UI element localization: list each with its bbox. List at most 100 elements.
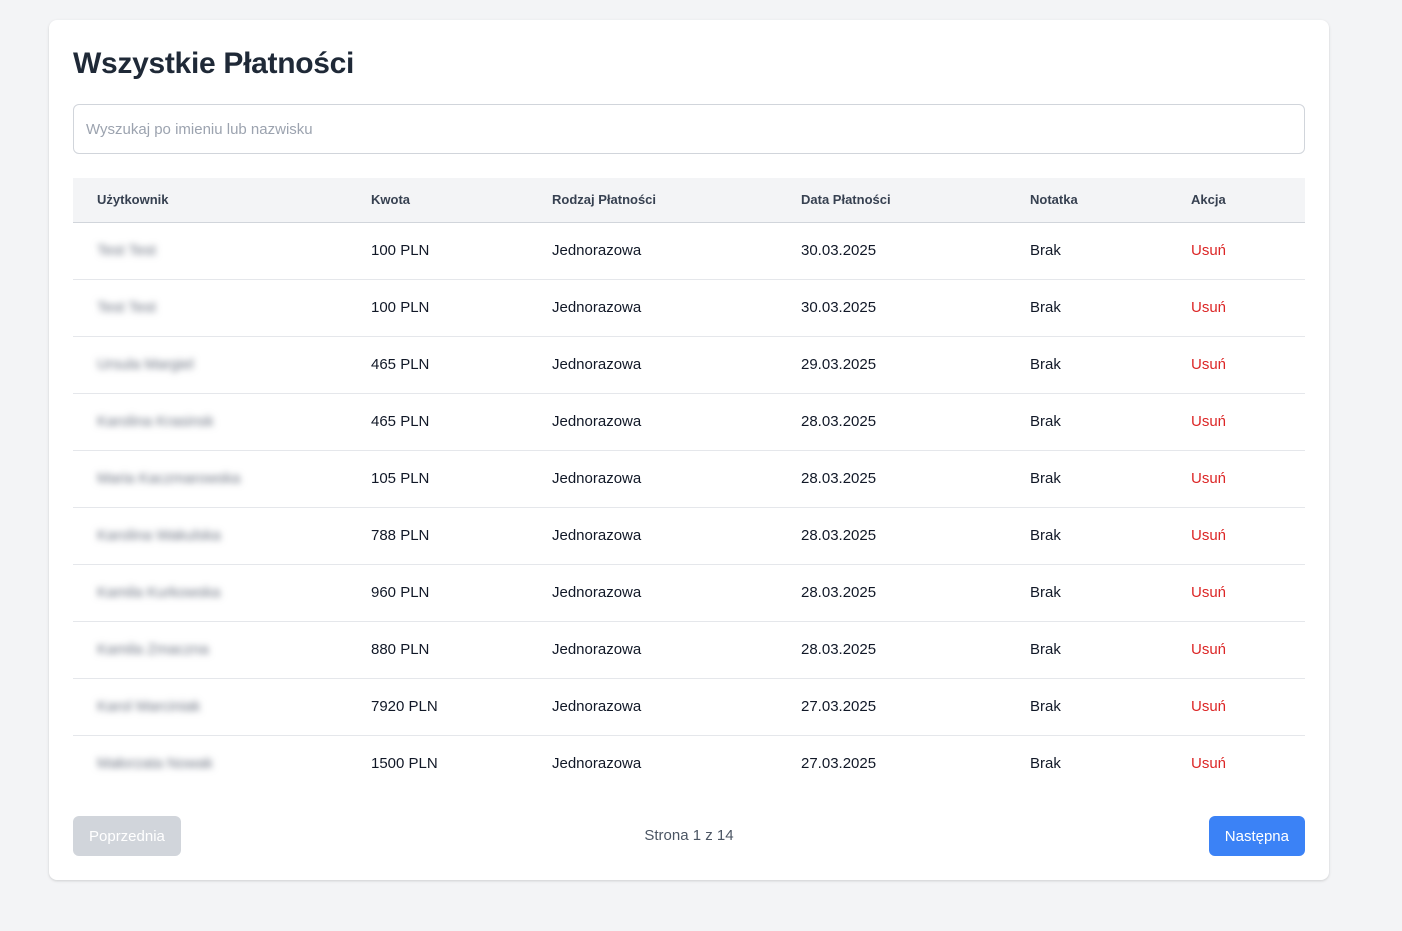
payment-type-cell: Jednorazowa bbox=[528, 563, 777, 621]
table-row: Karolina Krasinsk 465 PLN Jednorazowa 28… bbox=[73, 392, 1305, 450]
amount-cell: 1500 PLN bbox=[347, 734, 528, 792]
user-name-cell: Ursula Margiel bbox=[73, 335, 347, 393]
user-name-cell: Kamila Kurkowska bbox=[73, 563, 347, 621]
table-row: Karolina Wakulska 788 PLN Jednorazowa 28… bbox=[73, 506, 1305, 564]
payment-type-cell: Jednorazowa bbox=[528, 278, 777, 336]
table-header: Użytkownik Kwota Rodzaj Płatności Data P… bbox=[73, 178, 1305, 223]
table-row: Karol Marciniak 7920 PLN Jednorazowa 27.… bbox=[73, 677, 1305, 735]
user-name-cell: Karolina Krasinsk bbox=[73, 392, 347, 450]
note-cell: Brak bbox=[1006, 449, 1167, 507]
action-cell: Usuń bbox=[1167, 278, 1305, 336]
payment-type-cell: Jednorazowa bbox=[528, 677, 777, 735]
user-name-blurred: Test Test bbox=[97, 299, 156, 316]
payment-type-cell: Jednorazowa bbox=[528, 335, 777, 393]
action-cell: Usuń bbox=[1167, 449, 1305, 507]
user-name-blurred: Test Test bbox=[97, 242, 156, 259]
search-input[interactable] bbox=[73, 104, 1305, 154]
amount-cell: 465 PLN bbox=[347, 392, 528, 450]
delete-button[interactable]: Usuń bbox=[1191, 470, 1227, 487]
user-name-cell: Karol Marciniak bbox=[73, 677, 347, 735]
payment-date-cell: 29.03.2025 bbox=[777, 335, 1006, 393]
user-name-blurred: Karolina Krasinsk bbox=[97, 413, 214, 430]
user-name-blurred: Maria Kaczmarowska bbox=[97, 470, 241, 487]
note-cell: Brak bbox=[1006, 563, 1167, 621]
user-name-cell: Karolina Wakulska bbox=[73, 506, 347, 564]
payments-card: Wszystkie Płatności Użytkownik Kwota Rod… bbox=[49, 20, 1329, 880]
page-title: Wszystkie Płatności bbox=[73, 47, 355, 80]
note-cell: Brak bbox=[1006, 335, 1167, 393]
payments-table: Użytkownik Kwota Rodzaj Płatności Data P… bbox=[73, 178, 1305, 792]
payment-type-cell: Jednorazowa bbox=[528, 449, 777, 507]
payment-date-cell: 28.03.2025 bbox=[777, 506, 1006, 564]
payment-date-cell: 30.03.2025 bbox=[777, 278, 1006, 336]
payment-date-cell: 28.03.2025 bbox=[777, 620, 1006, 678]
delete-button[interactable]: Usuń bbox=[1191, 413, 1227, 430]
note-cell: Brak bbox=[1006, 278, 1167, 336]
user-name-blurred: Kamila Kurkowska bbox=[97, 584, 221, 601]
amount-cell: 960 PLN bbox=[347, 563, 528, 621]
payment-date-cell: 30.03.2025 bbox=[801, 242, 877, 259]
table-body: Test Test 100 PLN Jednorazowa 30.03.2025… bbox=[73, 222, 1305, 792]
page-indicator: Strona 1 z 14 bbox=[644, 827, 734, 844]
payment-type-cell: Jednorazowa bbox=[528, 392, 777, 450]
table-row: Maria Kaczmarowska 105 PLN Jednorazowa 2… bbox=[73, 449, 1305, 507]
table-header-row: Użytkownik Kwota Rodzaj Płatności Data P… bbox=[73, 178, 1305, 223]
action-cell: Usuń bbox=[1167, 506, 1305, 564]
user-name-cell: Maria Kaczmarowska bbox=[73, 449, 347, 507]
user-name-blurred: Małorzata Nowak bbox=[97, 755, 213, 773]
amount-cell: 100 PLN bbox=[371, 242, 430, 259]
user-name-cell: Test Test bbox=[73, 222, 347, 279]
payment-date-cell: 28.03.2025 bbox=[777, 563, 1006, 621]
delete-button[interactable]: Usuń bbox=[1191, 755, 1227, 773]
table-row: Kamila Kurkowska 960 PLN Jednorazowa 28.… bbox=[73, 563, 1305, 621]
amount-cell: 100 PLN bbox=[347, 278, 528, 336]
user-name-blurred: Karolina Wakulska bbox=[97, 527, 221, 544]
amount-cell: 7920 PLN bbox=[347, 677, 528, 735]
payment-date-cell: 27.03.2025 bbox=[777, 677, 1006, 735]
table-row: Test Test 100 PLN Jednorazowa 30.03.2025… bbox=[73, 278, 1305, 336]
table-row: Małorzata Nowak 1500 PLN Jednorazowa 27.… bbox=[73, 734, 1305, 792]
user-name-cell: Małorzata Nowak bbox=[73, 734, 347, 792]
payment-date-cell: 28.03.2025 bbox=[777, 392, 1006, 450]
delete-button[interactable]: Usuń bbox=[1191, 584, 1227, 601]
payments-table-wrapper: Użytkownik Kwota Rodzaj Płatności Data P… bbox=[73, 178, 1305, 792]
amount-cell: 105 PLN bbox=[347, 449, 528, 507]
table-row: Test Test 100 PLN Jednorazowa 30.03.2025… bbox=[73, 222, 1305, 279]
table-row: Kamila Zmaczna 880 PLN Jednorazowa 28.03… bbox=[73, 620, 1305, 678]
action-cell: Usuń bbox=[1167, 620, 1305, 678]
user-name-blurred: Karol Marciniak bbox=[97, 698, 201, 715]
column-header-payment-date: Data Płatności bbox=[777, 178, 1006, 223]
amount-cell: 465 PLN bbox=[347, 335, 528, 393]
note-cell: Brak bbox=[1006, 392, 1167, 450]
next-page-button[interactable]: Następna bbox=[1208, 816, 1305, 856]
user-name-cell: Test Test bbox=[73, 278, 347, 336]
delete-button[interactable]: Usuń bbox=[1191, 698, 1227, 715]
delete-button[interactable]: Usuń bbox=[1191, 641, 1227, 658]
delete-button[interactable]: Usuń bbox=[1191, 356, 1227, 373]
action-cell: Usuń bbox=[1167, 563, 1305, 621]
payment-date-cell: 27.03.2025 bbox=[777, 734, 1006, 792]
note-cell: Brak bbox=[1006, 620, 1167, 678]
payment-type-cell: Jednorazowa bbox=[528, 620, 777, 678]
delete-button[interactable]: Usuń bbox=[1191, 242, 1227, 259]
delete-button[interactable]: Usuń bbox=[1191, 299, 1227, 316]
delete-button[interactable]: Usuń bbox=[1191, 527, 1227, 544]
note-cell: Brak bbox=[1006, 734, 1167, 792]
previous-page-button[interactable]: Poprzednia bbox=[73, 816, 181, 856]
user-name-blurred: Kamila Zmaczna bbox=[97, 641, 209, 658]
note-cell: Brak bbox=[1030, 242, 1061, 259]
payment-date-cell: 28.03.2025 bbox=[777, 449, 1006, 507]
table-row: Ursula Margiel 465 PLN Jednorazowa 29.03… bbox=[73, 335, 1305, 393]
payment-type-cell: Jednorazowa bbox=[528, 734, 777, 792]
amount-cell: 880 PLN bbox=[347, 620, 528, 678]
action-cell: Usuń bbox=[1167, 392, 1305, 450]
column-header-user: Użytkownik bbox=[73, 178, 347, 223]
action-cell: Usuń bbox=[1167, 222, 1305, 279]
user-name-blurred: Ursula Margiel bbox=[97, 356, 194, 373]
column-header-amount: Kwota bbox=[347, 178, 528, 223]
note-cell: Brak bbox=[1006, 506, 1167, 564]
amount-cell: 788 PLN bbox=[347, 506, 528, 564]
column-header-note: Notatka bbox=[1006, 178, 1167, 223]
payment-type-cell: Jednorazowa bbox=[552, 242, 642, 259]
pagination: Poprzednia Strona 1 z 14 Następna bbox=[73, 816, 1305, 856]
